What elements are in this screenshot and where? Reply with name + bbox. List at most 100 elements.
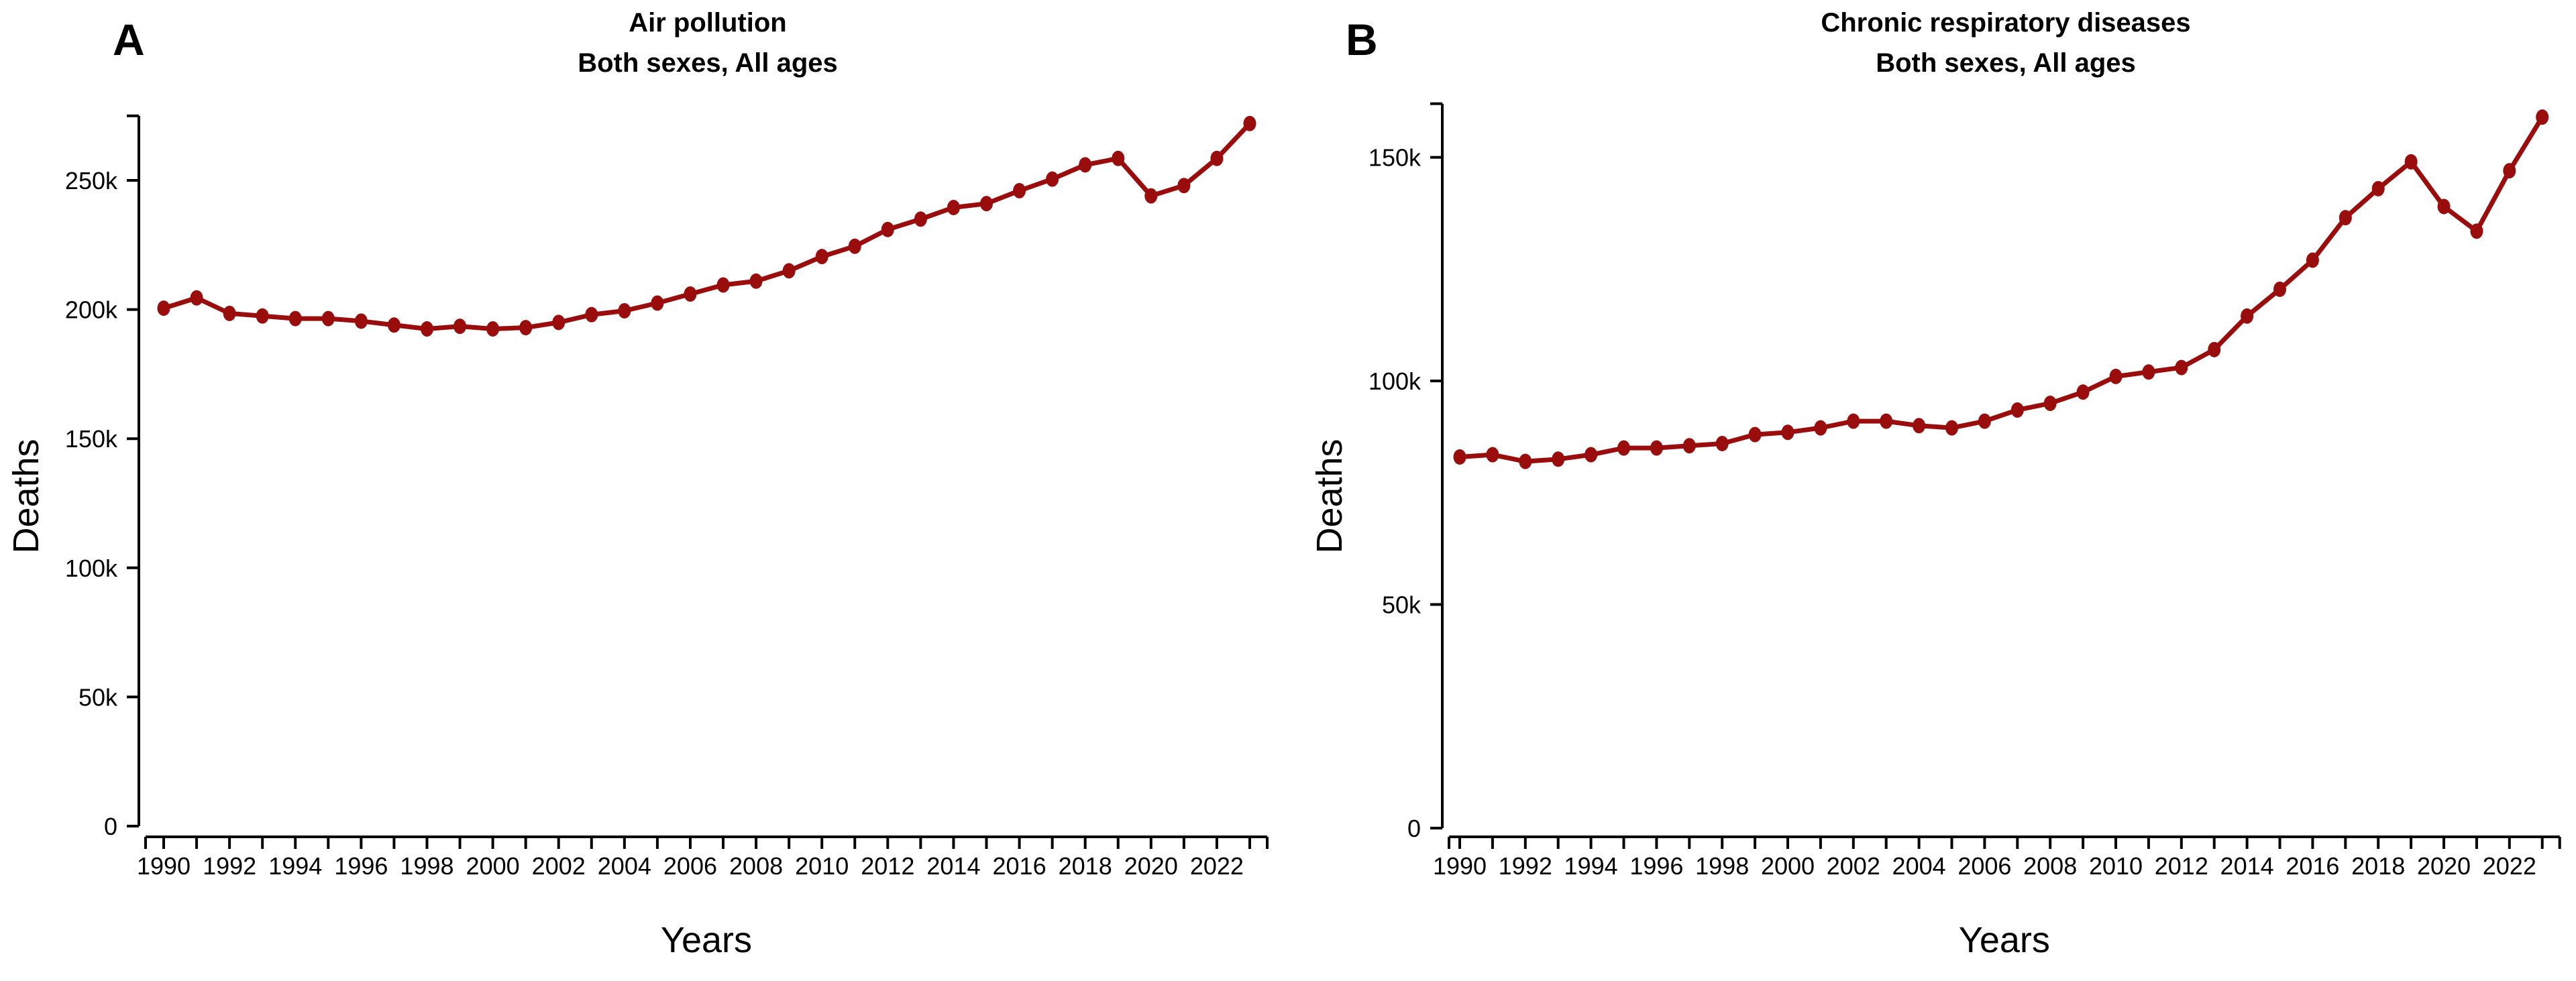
- x-tick-label: 2018: [2351, 852, 2405, 880]
- x-tick-label: 2010: [2089, 852, 2143, 880]
- x-tick-label: 1998: [1695, 852, 1749, 880]
- data-point: [1847, 413, 1860, 429]
- x-tick-label: 2018: [1059, 852, 1112, 880]
- data-point: [1781, 424, 1794, 441]
- x-tick-label: 2022: [2483, 852, 2536, 880]
- chart-subtitle-b: Both sexes, All ages: [1876, 48, 2136, 78]
- x-tick-label: 2020: [2417, 852, 2471, 880]
- x-tick-label: 2020: [1124, 852, 1178, 880]
- data-point: [288, 310, 302, 327]
- x-tick-label: 2006: [663, 852, 717, 880]
- data-point: [486, 321, 500, 337]
- data-point: [387, 317, 400, 333]
- data-point: [980, 196, 993, 212]
- x-tick-label: 1994: [1564, 852, 1618, 880]
- data-point: [1144, 188, 1158, 204]
- x-tick-label: 2004: [1892, 852, 1946, 880]
- panel-label-b: B: [1346, 15, 1378, 64]
- data-point: [1585, 447, 1598, 463]
- x-tick-label: 2006: [1957, 852, 2011, 880]
- data-point: [1748, 426, 1762, 443]
- data-point: [947, 199, 960, 215]
- x-tick-label: 2010: [795, 852, 849, 880]
- title-block-b: Chronic respiratory diseases Both sexes,…: [1449, 9, 2563, 76]
- data-point: [749, 273, 763, 289]
- data-point: [585, 306, 598, 323]
- y-tick-label: 0: [1407, 815, 1421, 842]
- data-point: [2076, 384, 2090, 400]
- title-block-a: Air pollution Both sexes, All ages: [144, 9, 1271, 76]
- data-point: [1880, 413, 1893, 429]
- deaths-axis-label: Deaths: [6, 439, 46, 553]
- data-point: [2470, 223, 2483, 239]
- data-point: [2043, 395, 2057, 411]
- data-point: [684, 286, 697, 302]
- years-axis-label: Years: [1959, 920, 2050, 960]
- data-point: [815, 249, 828, 265]
- data-point: [2208, 341, 2221, 357]
- y-tick-label: 100k: [1368, 367, 1421, 395]
- data-point: [519, 320, 533, 336]
- data-point: [1453, 449, 1466, 465]
- chart-panel-air-pollution: A Air pollution Both sexes, All ages 0 50…: [6, 9, 1271, 960]
- x-tick-label: 1990: [137, 852, 191, 880]
- data-point: [1715, 435, 1729, 451]
- data-point: [223, 305, 236, 321]
- data-point: [2437, 198, 2451, 215]
- years-axis-label: Years: [661, 920, 752, 960]
- data-point: [256, 308, 269, 324]
- y-tick-label: 150k: [65, 425, 118, 453]
- deaths-axis-label: Deaths: [1309, 439, 1350, 553]
- x-tick-label: 2000: [466, 852, 520, 880]
- panel-label-a: A: [113, 15, 145, 64]
- data-point: [1519, 453, 1532, 469]
- data-point: [2503, 163, 2516, 179]
- data-point: [848, 238, 861, 254]
- x-tick-label: 1992: [1499, 852, 1552, 880]
- x-tick-label: 2016: [993, 852, 1046, 880]
- x-tick-label: 2012: [2155, 852, 2208, 880]
- x-tick-label: 2014: [926, 852, 980, 880]
- y-tick-label: 50k: [78, 683, 118, 711]
- data-point: [2536, 109, 2549, 125]
- data-point: [1552, 451, 1565, 467]
- y-tick-label: 250k: [65, 167, 118, 194]
- data-point: [2109, 368, 2123, 384]
- data-point: [2273, 281, 2286, 297]
- data-point: [1112, 150, 1125, 166]
- data-point: [716, 277, 730, 293]
- x-tick-label: 2004: [598, 852, 651, 880]
- chart-panel-chronic-respiratory: B Chronic respiratory diseases Both sexe…: [1288, 0, 2576, 981]
- data-point: [321, 310, 335, 327]
- series-line: [161, 121, 1252, 331]
- chart-subtitle-a: Both sexes, All ages: [578, 48, 838, 78]
- data-point: [618, 303, 631, 319]
- data-point: [1617, 440, 1630, 456]
- chart-title-chronic-respiratory: Chronic respiratory diseases: [1821, 8, 2191, 38]
- data-point: [453, 319, 467, 335]
- x-tick-label: 2002: [1827, 852, 1880, 880]
- y-tick-label: 200k: [65, 296, 118, 324]
- data-point: [1913, 418, 1926, 434]
- data-point: [2175, 359, 2188, 376]
- y-tick-label: 50k: [1382, 591, 1421, 619]
- data-point: [2404, 154, 2418, 170]
- y-tick-label: 100k: [65, 555, 118, 582]
- data-point: [420, 321, 433, 337]
- data-point: [1486, 447, 1499, 463]
- data-point: [1177, 178, 1191, 194]
- data-point: [2371, 180, 2385, 196]
- data-point: [2306, 252, 2319, 268]
- data-point: [782, 263, 796, 279]
- data-point: [1945, 420, 1958, 436]
- x-tick-label: 2012: [861, 852, 914, 880]
- x-tick-label: 2014: [2220, 852, 2274, 880]
- data-point: [354, 313, 368, 329]
- chart-title-air-pollution: Air pollution: [629, 8, 787, 38]
- data-point: [1046, 171, 1059, 187]
- data-point: [881, 221, 894, 237]
- data-point: [1978, 413, 1991, 429]
- data-point: [2241, 308, 2254, 324]
- data-point: [2010, 402, 2024, 418]
